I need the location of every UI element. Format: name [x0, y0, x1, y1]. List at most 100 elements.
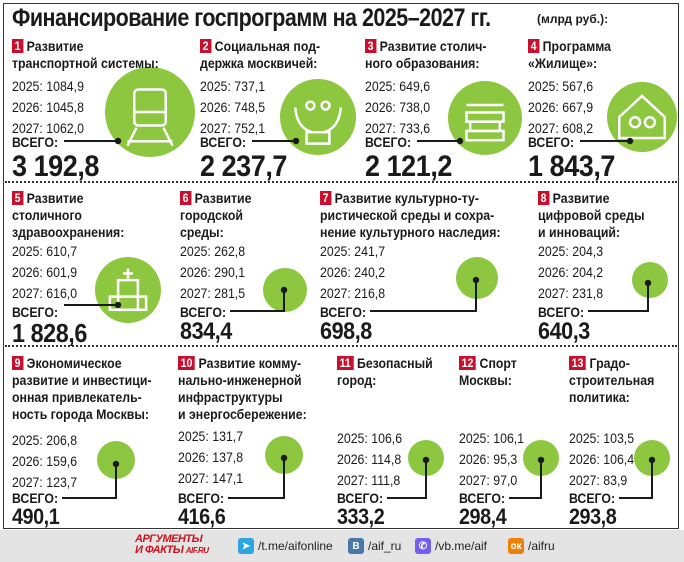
year-value: 2026: 137,8: [178, 449, 244, 465]
leader-dot: [292, 137, 300, 145]
leader-line: [619, 460, 653, 499]
social-link-telegram[interactable]: ➤ /t.me/aifonline: [238, 538, 333, 554]
program-title: 1 Развитие транспортной системы:: [12, 38, 159, 72]
leader-dot: [644, 279, 652, 287]
year-value: 2026: 95,3: [459, 451, 518, 467]
year-value: 2027: 231,8: [538, 285, 604, 301]
green-circle: [97, 441, 135, 479]
hospital-icon: [108, 268, 148, 312]
year-value: 2025: 204,3: [538, 243, 604, 259]
year-value: 2025: 206,8: [12, 432, 78, 448]
total-label: ВСЕГО:: [12, 134, 59, 150]
row-divider: [5, 181, 677, 183]
leader-dot: [114, 137, 122, 145]
program-title: 4 Программа «Жилище»:: [528, 38, 611, 72]
odnoklassniki-icon: ок: [508, 538, 524, 554]
year-value: 2026: 667,9: [528, 99, 594, 115]
train-icon: [126, 88, 174, 147]
program-title: 2 Социальная под- держка москвичей:: [200, 38, 320, 72]
program-title-text: Развитие транспортной системы:: [12, 38, 159, 71]
year-value: 2026: 114,8: [337, 451, 402, 467]
year-value: 2026: 748,5: [200, 99, 266, 115]
year-value: 2025: 241,7: [320, 243, 386, 259]
program-title-text: Развитие комму- нально-инженерной инфрас…: [178, 355, 307, 422]
program-title: 13 Градо- строительная политика:: [569, 355, 654, 406]
green-circle: [95, 257, 161, 323]
program-title: 12 Спорт Москвы:: [459, 355, 517, 389]
total-value: 333,2: [337, 504, 385, 529]
viber-icon: ✆: [415, 538, 431, 554]
page-title: Финансирование госпрограмм на 2025–2027 …: [12, 4, 491, 32]
total-value: 640,3: [538, 318, 590, 345]
leader-dot: [280, 286, 288, 294]
total-value: 416,6: [178, 504, 226, 529]
year-value: 2026: 601,9: [12, 264, 78, 280]
total-label: ВСЕГО:: [459, 490, 506, 506]
year-value: 2026: 290,1: [180, 264, 246, 280]
program-title: 9 Экономическое развитие и инвестици- онн…: [12, 355, 152, 423]
year-value: 2027: 83,9: [569, 472, 628, 488]
year-value: 2025: 567,6: [528, 78, 594, 94]
leader-dot: [648, 456, 656, 464]
leader-dot: [537, 456, 545, 464]
footer: АРГУМЕНТЫ И ФАКТЫ AIF.RU ➤ /t.me/aifonline…: [0, 530, 684, 562]
social-link-viber[interactable]: ✆ /vb.me/aif: [415, 538, 487, 554]
year-value: 2027: 147,1: [178, 470, 244, 486]
total-label: ВСЕГО:: [200, 134, 247, 150]
program-number-badge: 1: [12, 39, 24, 53]
program-title-text: Спорт Москвы:: [459, 355, 517, 388]
year-value: 2027: 608,2: [528, 120, 594, 136]
social-link-vk[interactable]: В/aif_ru: [348, 538, 401, 554]
year-value: 2027: 111,8: [337, 472, 401, 488]
program-title: 5 Развитие столичного здравоохранения:: [12, 190, 124, 241]
row-divider: [5, 345, 677, 347]
social-link-odnoklassniki[interactable]: ок/aifru: [508, 538, 555, 554]
leader-dot: [422, 456, 430, 464]
total-value: 298,4: [459, 504, 507, 529]
program-number-badge: 6: [180, 191, 192, 205]
total-value: 698,8: [320, 318, 372, 345]
total-label: ВСЕГО:: [178, 490, 225, 506]
leader-dot: [280, 454, 288, 462]
total-value: 293,8: [569, 504, 617, 529]
leader-dot: [112, 460, 120, 468]
aif-logo[interactable]: АРГУМЕНТЫ И ФАКТЫ AIF.RU: [135, 533, 209, 556]
total-label: ВСЕГО:: [365, 134, 412, 150]
year-value: 2025: 131,7: [178, 428, 244, 444]
year-value: 2025: 1084,9: [12, 78, 84, 94]
total-label: ВСЕГО:: [320, 304, 367, 320]
year-value: 2027: 752,1: [200, 120, 266, 136]
leader-line: [230, 290, 285, 312]
year-value: 2027: 216,8: [320, 285, 386, 301]
program-title: 10 Развитие комму- нально-инженерной инфр…: [178, 355, 307, 423]
total-value: 2 237,7: [200, 150, 287, 183]
program-title: 11 Безопасный город:: [337, 355, 433, 389]
books-graduation-cap-icon: [465, 103, 505, 142]
program-title-text: Развитие столичного здравоохранения:: [12, 190, 125, 240]
program-number-badge: 10: [178, 356, 196, 370]
leader-dot: [626, 137, 634, 145]
year-value: 2027: 616,0: [12, 285, 78, 301]
total-value: 3 192,8: [12, 150, 99, 183]
year-value: 2025: 103,5: [569, 430, 635, 446]
program-title: 6 Развитие городской среды:: [180, 190, 251, 241]
total-label: ВСЕГО:: [12, 304, 59, 320]
house-family-icon: [618, 94, 666, 140]
social-link-label: /aifru: [528, 539, 555, 553]
green-circle: [280, 79, 356, 155]
year-value: 2026: 1045,8: [12, 99, 84, 115]
program-number-badge: 12: [459, 356, 477, 370]
total-label: ВСЕГО:: [337, 490, 384, 506]
program-number-badge: 4: [528, 39, 540, 53]
total-label: ВСЕГО:: [528, 134, 575, 150]
leader-line: [228, 458, 285, 499]
year-value: 2027: 733,6: [365, 120, 431, 136]
year-value: 2027: 281,5: [180, 285, 246, 301]
infographic-frame: [3, 3, 679, 529]
green-circle: [632, 262, 668, 298]
program-title-text: Безопасный город:: [337, 355, 433, 388]
year-value: 2026: 738,0: [365, 99, 431, 115]
leader-line: [387, 460, 427, 499]
total-label: ВСЕГО:: [538, 304, 585, 320]
